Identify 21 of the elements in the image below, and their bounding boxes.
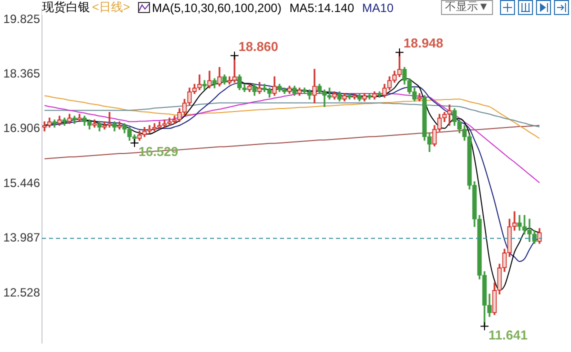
annotation: 11.641	[488, 327, 528, 342]
line-series	[44, 95, 540, 140]
y-tick-label: 12.528	[3, 285, 40, 300]
annotation: 18.948	[404, 35, 444, 50]
candlestick	[232, 55, 237, 83]
y-tick-label: 19.825	[3, 12, 40, 26]
text: MA5:14.140	[289, 0, 354, 14]
text: MA10	[362, 0, 394, 14]
candlestick	[512, 211, 517, 231]
y-tick-label: 18.365	[3, 66, 40, 81]
line-series	[44, 102, 540, 128]
annotation: 18.860	[238, 38, 278, 54]
y-tick-label: 16.906	[3, 121, 40, 136]
chart-subtitle: <日线>	[92, 0, 130, 16]
candlestick	[107, 112, 112, 128]
annotation: MA(5,10,30,60,100,200)	[152, 0, 282, 14]
annotation: 不显示▼	[441, 0, 493, 15]
y-tick-label: 15.446	[3, 176, 40, 190]
line-series	[44, 124, 540, 160]
chart-title: 现货白银	[42, 0, 90, 16]
y-tick-label: 13.987	[3, 230, 40, 245]
